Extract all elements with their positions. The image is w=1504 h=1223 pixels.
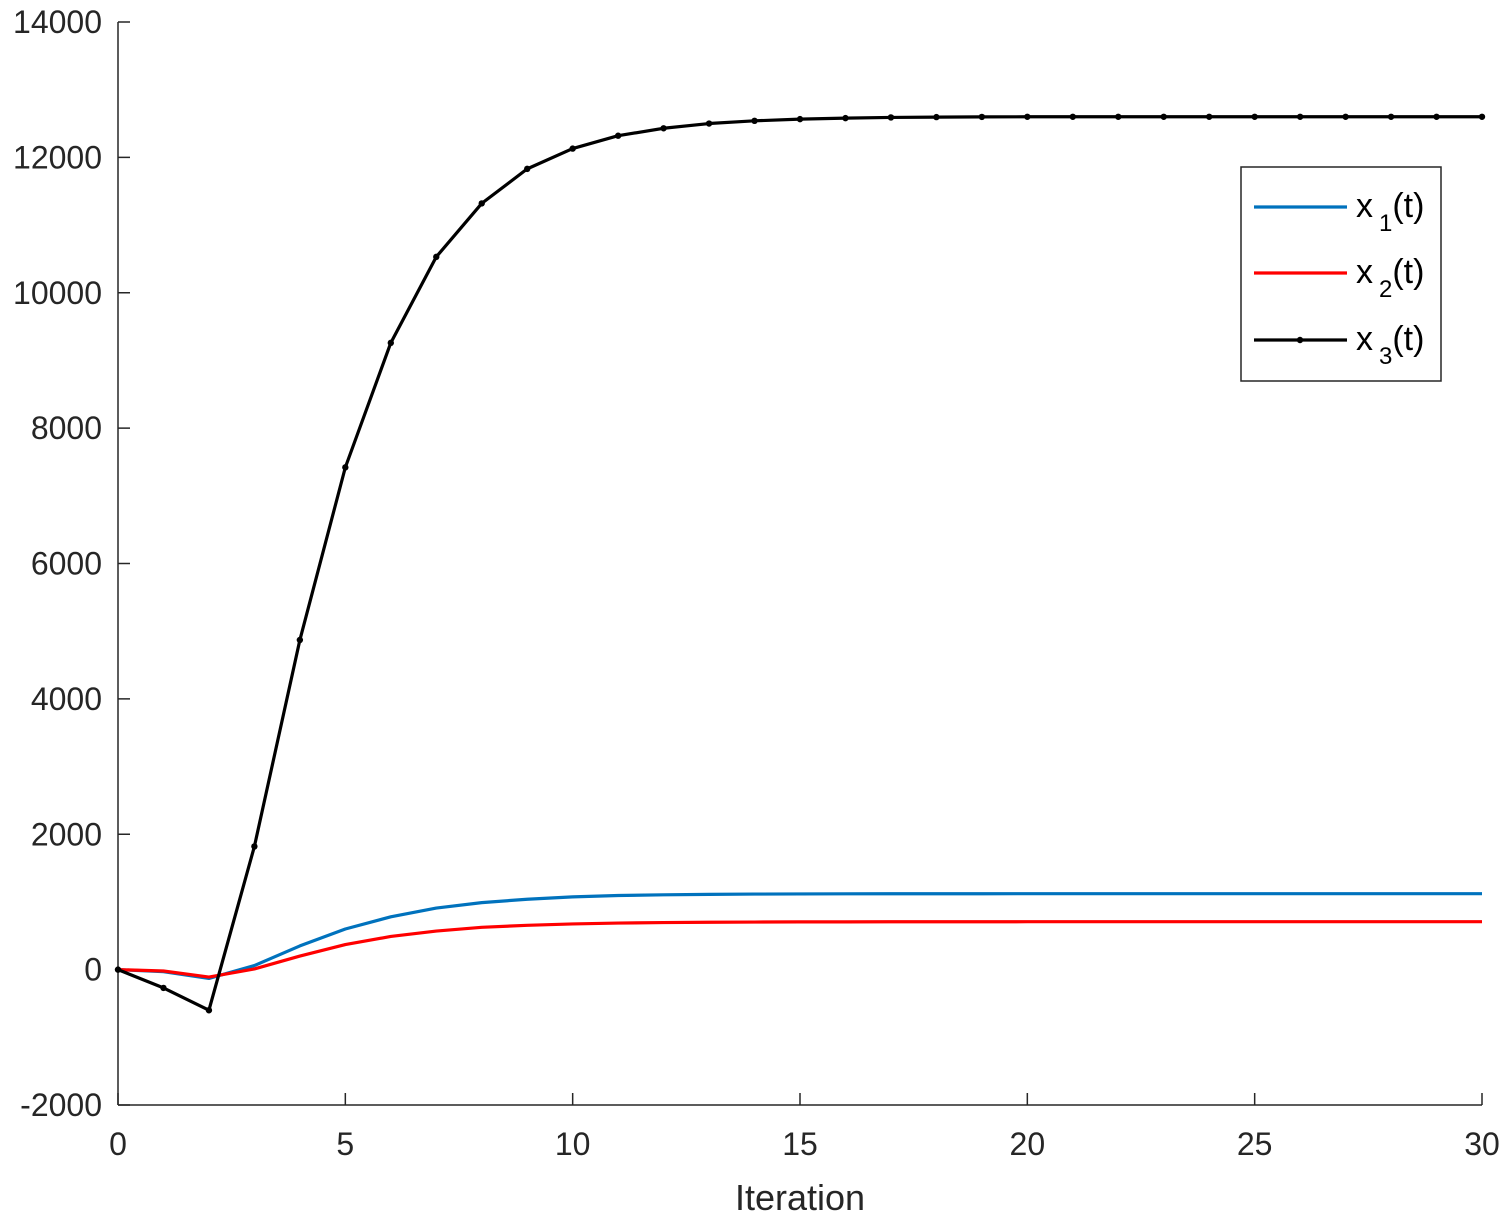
data-point [1024, 113, 1031, 120]
y-axis-ticks: -2000 0 2000 4000 6000 8000 10000 12000 14000 [13, 4, 130, 1123]
legend-label-3: x 3(t) [1356, 320, 1424, 370]
legend-label-2: x 2(t) [1356, 253, 1424, 303]
x-tick-label: 10 [555, 1126, 591, 1162]
x-tick-label: 25 [1237, 1126, 1273, 1162]
y-tick-label: 14000 [13, 4, 102, 40]
legend-marker [1296, 336, 1304, 344]
data-point [296, 636, 304, 644]
data-point [114, 966, 122, 973]
x-tick-label: 5 [336, 1126, 354, 1162]
y-tick-label: 8000 [31, 410, 102, 446]
y-tick-label: 12000 [13, 139, 102, 175]
data-point [1296, 113, 1304, 120]
series-line-2 [117, 920, 1482, 979]
data-point [1387, 113, 1395, 120]
x-axis-title: Iteration [735, 1177, 865, 1218]
data-point [160, 984, 167, 992]
data-point [569, 145, 576, 152]
y-tick-label: -2000 [20, 1087, 102, 1123]
y-tick-label: 10000 [13, 275, 102, 311]
data-point [387, 339, 394, 347]
x-axis-ticks: 0 5 10 15 20 25 30 [109, 1093, 1500, 1162]
data-point [887, 114, 895, 121]
data-point [1160, 113, 1167, 120]
data-point [1115, 113, 1122, 120]
y-tick-label: 2000 [31, 816, 102, 852]
data-point [433, 253, 440, 261]
legend: x 1(t) x 2(t) x 3(t) [1240, 166, 1442, 382]
data-point [205, 1007, 213, 1014]
data-point [1478, 113, 1486, 120]
data-point [933, 113, 940, 121]
data-point [614, 132, 622, 139]
data-point [842, 114, 849, 122]
series-layer [114, 113, 1486, 1014]
data-point [1206, 113, 1213, 120]
data-point [1342, 113, 1349, 120]
data-point [1069, 113, 1077, 120]
data-point [660, 125, 667, 132]
data-point [478, 200, 485, 207]
legend-label-1: x 1(t) [1356, 187, 1424, 237]
data-point [251, 843, 258, 850]
data-point [705, 120, 713, 127]
x-tick-label: 20 [1010, 1126, 1046, 1162]
data-point [1433, 113, 1440, 120]
y-tick-label: 4000 [31, 681, 102, 717]
y-tick-label: 0 [84, 952, 102, 988]
x-tick-label: 0 [109, 1126, 127, 1162]
y-tick-label: 6000 [31, 546, 102, 582]
data-point [978, 113, 986, 121]
x-tick-label: 15 [782, 1126, 818, 1162]
data-point [342, 464, 349, 471]
data-point [751, 117, 758, 125]
data-point [796, 115, 804, 123]
x-tick-label: 30 [1464, 1126, 1500, 1162]
data-point [524, 165, 531, 173]
data-point [1251, 113, 1258, 120]
series-line-1 [117, 892, 1482, 981]
